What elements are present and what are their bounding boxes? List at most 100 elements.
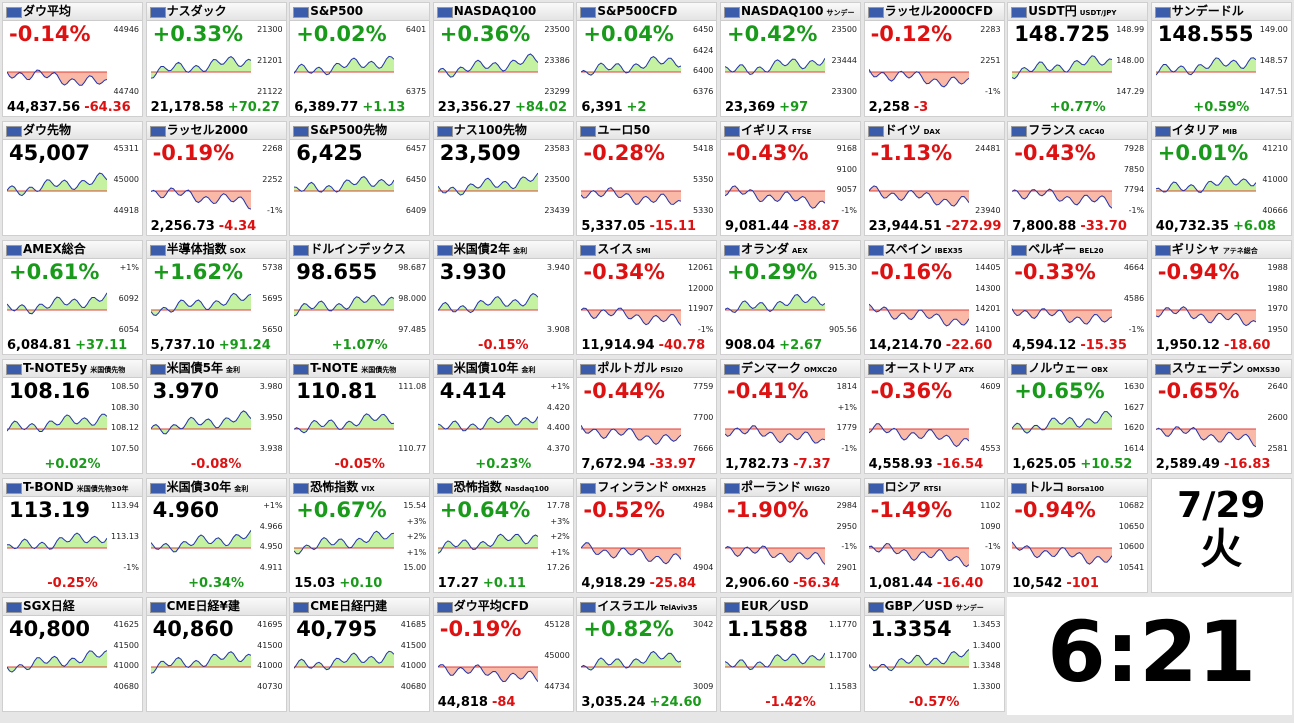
- flag: [867, 602, 884, 613]
- axis-label: 3.908: [546, 325, 570, 334]
- tile: オランダ AEX +0.29% 915.30 905.56 908.04 +2.67: [720, 240, 861, 355]
- tile: NASDAQ100 +0.36% 23500 23386 23299 23,356.27 +…: [432, 2, 574, 117]
- tile-header: トルコ Borsa100: [1008, 479, 1148, 497]
- axis-label: 45000: [544, 651, 570, 660]
- axis-label: 4.950: [259, 542, 283, 552]
- flag: [1154, 126, 1171, 137]
- price-line: 21,178.58 +70.27: [151, 100, 280, 115]
- flag: [867, 483, 884, 494]
- tile-name: トルコ: [1028, 480, 1064, 494]
- tile-name: ギリシャ: [1171, 242, 1220, 256]
- spark-area: [581, 56, 682, 76]
- spark-line: [437, 293, 538, 314]
- spark-line: [868, 303, 969, 327]
- axis-label: 2901: [836, 563, 857, 572]
- change: +0.11: [482, 576, 526, 591]
- axis-label: 7700: [693, 413, 714, 422]
- tile-name: T-NOTE: [310, 361, 359, 375]
- tile-header: サンデードル: [1151, 3, 1291, 21]
- flag: [580, 126, 597, 137]
- headline: -0.94%: [1157, 260, 1240, 284]
- spark-area: [868, 649, 969, 671]
- headline: 148.725: [1014, 22, 1110, 46]
- spark-area: [437, 534, 538, 554]
- tile-name: 米国債30年: [166, 480, 232, 494]
- axis-label: +1%: [406, 547, 427, 557]
- tile-subname: OMXS30: [1246, 366, 1280, 374]
- axis-label: -1%: [841, 444, 857, 453]
- headline: -0.19%: [439, 617, 522, 641]
- headline: 4.414: [439, 379, 507, 403]
- axis-label: 7928: [1123, 144, 1145, 153]
- price-line: 14,214.70 -22.60: [869, 338, 993, 353]
- sparkline: [294, 294, 395, 317]
- spark-line: [7, 650, 107, 673]
- spark-line: [1155, 57, 1256, 76]
- tile: NASDAQ100 サンデー +0.42% 23500 23444 23300 23,369…: [720, 2, 861, 117]
- spark-line: [7, 292, 107, 315]
- spark-area: [1012, 55, 1113, 79]
- tile: S&P500 +0.02% 6401 6375 6,389.77 +1.13: [289, 2, 431, 117]
- axis-label: 98.687: [398, 263, 427, 272]
- price: 11,914.94: [581, 338, 655, 353]
- spark-line: [868, 423, 969, 448]
- axis-label: 14100: [975, 325, 1001, 334]
- axis-label: 1.3453: [972, 620, 1001, 629]
- tile: SGX日経 40,800 41625 41500 41000 40680: [2, 597, 143, 712]
- spark-line: [581, 542, 682, 565]
- axis-label: 6450: [405, 175, 427, 184]
- tile: 米国債30年 金利 4.960 +1% 4.966 4.950 4.911 +0.34%: [145, 478, 287, 593]
- axis-label: +2%: [406, 532, 427, 541]
- axis-label: 17.78: [546, 501, 570, 510]
- price-line: 908.04 +2.67: [725, 338, 822, 353]
- tile-name: ロシア: [884, 480, 921, 494]
- tile-header: ギリシャ アテネ総合: [1151, 241, 1291, 259]
- axis-label: 1814: [836, 382, 857, 391]
- price: 2,906.60: [725, 576, 790, 591]
- axis-label: 23444: [831, 56, 857, 65]
- tile-name: CME日経円建: [310, 599, 388, 613]
- flag: [580, 483, 597, 494]
- axis-label: 4.966: [259, 521, 283, 531]
- tile-subname: VIX: [361, 485, 375, 493]
- headline: -0.52%: [583, 498, 665, 522]
- change: -16.83: [1223, 457, 1271, 472]
- change: -84: [491, 695, 516, 710]
- spark-line: [7, 532, 107, 550]
- price: 14,214.70: [868, 338, 942, 353]
- tile-header: ベルギー BEL20: [1008, 241, 1148, 259]
- tile-header: S&P500CFD: [577, 3, 717, 21]
- price-line: 6,391 +2: [581, 100, 646, 115]
- spark-area: [581, 542, 682, 564]
- price-line: 6,084.81 +37.11: [7, 338, 127, 353]
- sparkline: [1155, 306, 1256, 327]
- axis-label: 14300: [975, 283, 1001, 293]
- axis-label: 23500: [544, 175, 570, 184]
- headline: -0.43%: [1014, 141, 1096, 165]
- sparkline: [581, 187, 682, 206]
- tile-name: 米国債2年: [453, 242, 511, 256]
- flag: [149, 364, 166, 375]
- price-line: 1,950.12 -18.60: [1156, 338, 1271, 353]
- spark-area: [294, 413, 395, 433]
- tile-header: ユーロ50: [577, 122, 717, 140]
- sparkline: [868, 303, 969, 327]
- headline: -0.44%: [583, 379, 665, 403]
- clock: 6:21: [1047, 603, 1257, 701]
- axis-label: 1102: [980, 501, 1001, 510]
- spark-line: [868, 185, 969, 207]
- axis-label: 9168: [836, 144, 857, 153]
- headline: +0.02%: [296, 22, 387, 46]
- axis-label: 17.26: [546, 563, 570, 572]
- price: 4,558.93: [868, 457, 933, 472]
- axis-label: 2251: [980, 56, 1001, 65]
- tile: ロシア RTSI -1.49% 1102 1090 -1% 1079 1,081.44 -16.…: [863, 478, 1005, 593]
- foot-change: +1.07%: [331, 338, 388, 353]
- price: 1,950.12: [1155, 338, 1220, 353]
- axis-label: 3.940: [546, 263, 570, 272]
- price: 908.04: [725, 338, 776, 353]
- tile-name: S&P500先物: [310, 123, 388, 137]
- headline: -0.94%: [1014, 498, 1096, 522]
- tile-name: GBP／USD: [884, 599, 953, 613]
